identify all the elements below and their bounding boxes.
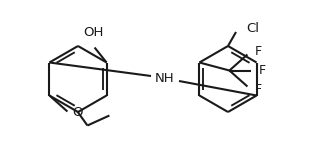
Text: NH: NH [155, 73, 175, 85]
Text: F: F [258, 64, 266, 77]
Text: OH: OH [83, 25, 104, 39]
Text: F: F [255, 83, 262, 96]
Text: O: O [72, 106, 83, 119]
Text: F: F [255, 45, 262, 58]
Text: Cl: Cl [246, 21, 259, 34]
